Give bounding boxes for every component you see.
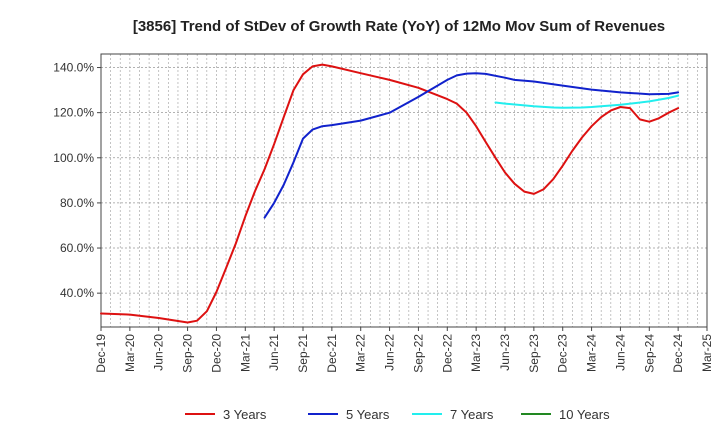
- x-tick-label: Jun-23: [498, 334, 512, 371]
- legend-label: 7 Years: [450, 407, 494, 422]
- y-tick-label: 140.0%: [53, 61, 94, 75]
- legend-label: 5 Years: [346, 407, 390, 422]
- x-tick-label: Dec-19: [94, 334, 108, 373]
- x-tick-label: Mar-23: [469, 334, 483, 372]
- y-tick-label: 80.0%: [60, 196, 94, 210]
- x-tick-label: Sep-22: [411, 334, 425, 373]
- x-tick-label: Sep-24: [642, 334, 656, 373]
- x-tick-label: Dec-23: [556, 334, 570, 373]
- legend-label: 3 Years: [223, 407, 267, 422]
- series-line-5-years: [263, 72, 680, 219]
- series-line-3-years: [100, 63, 680, 324]
- y-tick-label: 60.0%: [60, 241, 94, 255]
- x-tick-label: Dec-22: [440, 334, 454, 373]
- y-axis: 40.0% 60.0% 80.0% 100.0% 120.0% 140.0%: [53, 61, 101, 300]
- legend-label: 10 Years: [559, 407, 610, 422]
- series-line-7-years: [494, 94, 680, 109]
- x-tick-label: Sep-20: [181, 334, 195, 373]
- y-tick-label: 120.0%: [53, 106, 94, 120]
- x-tick-label: Dec-20: [209, 334, 223, 373]
- plot-area: [100, 53, 708, 328]
- x-tick-label: Mar-21: [238, 334, 252, 372]
- x-tick-label: Mar-20: [123, 334, 137, 372]
- x-tick-label: Jun-22: [383, 334, 397, 371]
- x-tick-label: Sep-23: [527, 334, 541, 373]
- x-tick-label: Mar-22: [354, 334, 368, 372]
- x-axis: Dec-19 Mar-20 Jun-20 Sep-20 Dec-20 Mar-21 Jun-…: [94, 327, 714, 373]
- x-tick-label: Jun-21: [267, 334, 281, 371]
- series-layer: [100, 63, 680, 324]
- x-tick-label: Mar-24: [585, 334, 599, 372]
- chart-title: [3856] Trend of StDev of Growth Rate (Yo…: [133, 18, 665, 35]
- y-tick-label: 100.0%: [53, 151, 94, 165]
- x-tick-label: Jun-24: [613, 334, 627, 371]
- x-tick-label: Dec-24: [671, 334, 685, 373]
- x-tick-label: Mar-25: [700, 334, 714, 372]
- x-tick-label: Dec-21: [325, 334, 339, 373]
- x-tick-label: Jun-20: [152, 334, 166, 371]
- grid: [101, 54, 707, 327]
- x-tick-label: Sep-21: [296, 334, 310, 373]
- y-tick-label: 40.0%: [60, 286, 94, 300]
- legend: 3 Years 5 Years 7 Years 10 Years: [185, 407, 610, 422]
